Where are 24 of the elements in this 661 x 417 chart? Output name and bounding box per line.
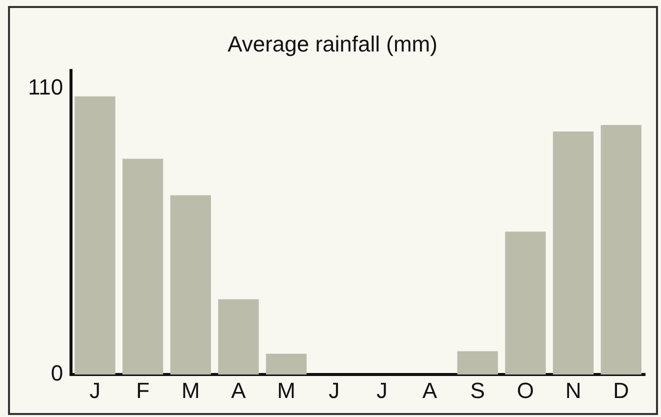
y-tick-label: 110 bbox=[28, 74, 64, 100]
x-tick-label: S bbox=[470, 378, 485, 403]
bar bbox=[457, 351, 498, 375]
x-tick-label: N bbox=[565, 378, 582, 403]
bar bbox=[218, 299, 259, 375]
bar bbox=[266, 354, 307, 375]
x-tick-label: A bbox=[231, 378, 246, 403]
bar bbox=[170, 195, 211, 375]
x-tick-label: F bbox=[136, 378, 150, 403]
bar bbox=[74, 96, 116, 375]
bar bbox=[552, 132, 594, 375]
y-tick-label: 0 bbox=[50, 360, 64, 386]
x-tick-label: O bbox=[516, 378, 534, 403]
x-tick-label: J bbox=[376, 378, 388, 403]
bar bbox=[505, 232, 546, 375]
chart-title: Average rainfall (mm) bbox=[228, 31, 438, 56]
x-tick-label: J bbox=[89, 378, 100, 403]
bar bbox=[122, 158, 164, 375]
x-tick-label: M bbox=[181, 378, 200, 403]
x-tick-label: M bbox=[277, 378, 296, 403]
x-tick-label: D bbox=[613, 378, 630, 403]
x-tick-label: J bbox=[328, 378, 340, 403]
bar bbox=[600, 125, 642, 375]
x-tick-label: A bbox=[422, 378, 438, 403]
